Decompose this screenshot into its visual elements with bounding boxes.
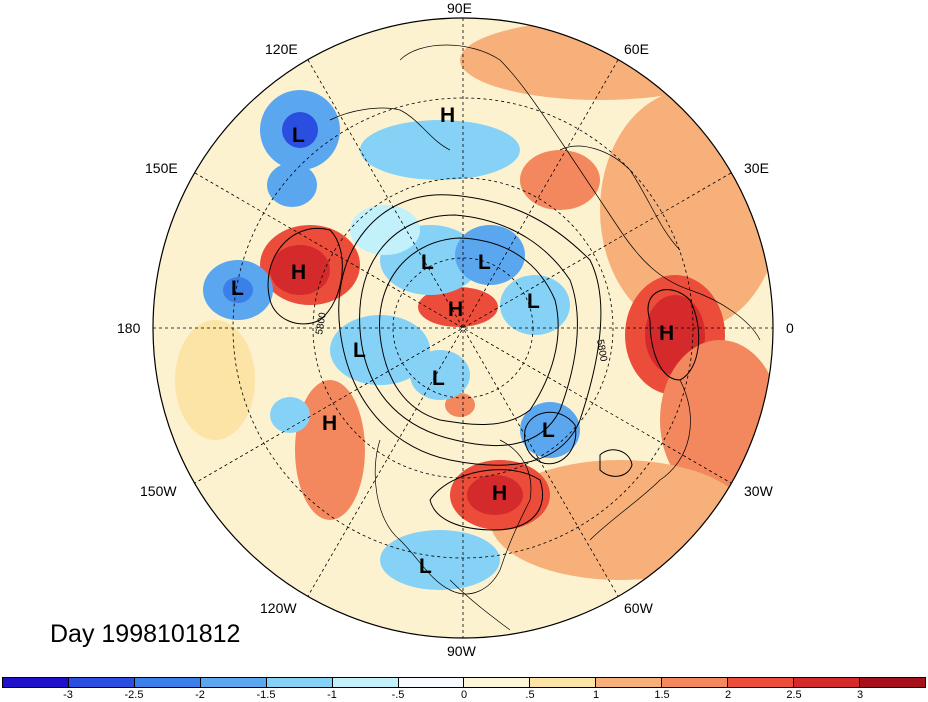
colorbar-cell xyxy=(398,678,465,687)
lon-label-90e: 90E xyxy=(447,0,472,16)
colorbar-tick-label: -1.5 xyxy=(256,689,276,701)
low-pressure-marker: L xyxy=(542,419,555,442)
low-pressure-marker: L xyxy=(421,251,434,274)
high-pressure-marker: H xyxy=(291,261,307,284)
high-pressure-marker: H xyxy=(448,298,464,321)
colorbar-tick-label: 3 xyxy=(856,689,864,701)
colorbar-cell xyxy=(68,678,135,687)
lon-label-150e: 150E xyxy=(145,160,178,176)
low-pressure-marker: L xyxy=(527,290,540,313)
colorbar-cell xyxy=(662,678,729,687)
anomaly-field xyxy=(153,18,773,638)
lon-label-90w: 90W xyxy=(447,643,476,659)
low-pressure-marker: L xyxy=(231,277,244,300)
low-pressure-marker: L xyxy=(478,251,491,274)
low-pressure-marker: L xyxy=(432,367,445,390)
colorbar-cell xyxy=(332,678,399,687)
lon-label-60w: 60W xyxy=(624,600,653,616)
colorbar-tick-label: 1 xyxy=(592,689,600,701)
colorbar-cell xyxy=(728,678,795,687)
high-pressure-marker: H xyxy=(659,322,675,345)
coastlines xyxy=(329,44,761,631)
colorbar-tick-label: -3 xyxy=(63,689,73,701)
lon-label-30w: 30W xyxy=(744,483,773,499)
colorbar-tick-label: 0 xyxy=(460,689,468,701)
map-boundary xyxy=(152,17,774,639)
colorbar-tick-label: -1 xyxy=(327,689,337,701)
colorbar xyxy=(2,677,926,688)
colorbar-cell xyxy=(794,678,860,687)
map-title: Day 1998101812 xyxy=(50,620,241,648)
height-contours xyxy=(267,194,700,531)
colorbar-cell xyxy=(596,678,663,687)
colorbar-tick-label: .5 xyxy=(525,689,535,701)
colorbar-cell xyxy=(266,678,333,687)
lon-label-120e: 120E xyxy=(265,41,298,57)
low-pressure-marker: L xyxy=(292,124,305,147)
lon-label-60e: 60E xyxy=(624,41,649,57)
colorbar-tick-label: -2 xyxy=(195,689,205,701)
colorbar-tick-label: -2.5 xyxy=(124,689,144,701)
lon-label-30e: 30E xyxy=(744,160,769,176)
high-pressure-marker: H xyxy=(492,482,508,505)
colorbar-cell xyxy=(134,678,201,687)
colorbar-cell xyxy=(859,678,925,687)
contour-label-west: 5800 xyxy=(314,311,329,335)
high-pressure-marker: H xyxy=(322,412,338,435)
colorbar-tick-label: -.5 xyxy=(391,689,405,701)
low-pressure-marker: L xyxy=(353,339,366,362)
low-pressure-marker: L xyxy=(419,555,432,578)
colorbar-tick-label: 2 xyxy=(724,689,732,701)
colorbar-cell xyxy=(200,678,267,687)
lon-label-120w: 120W xyxy=(260,600,297,616)
colorbar-tick-label: 2.5 xyxy=(786,689,802,701)
lon-label-150w: 150W xyxy=(140,483,177,499)
lon-label-180: 180 xyxy=(117,320,141,336)
colorbar-cell xyxy=(530,678,597,687)
colorbar-cell xyxy=(3,678,69,687)
high-pressure-marker: H xyxy=(440,104,456,127)
lon-label-0: 0 xyxy=(786,320,794,336)
contour-label-east: 5800 xyxy=(594,339,609,363)
colorbar-cell xyxy=(464,678,531,687)
colorbar-tick-label: 1.5 xyxy=(654,689,670,701)
